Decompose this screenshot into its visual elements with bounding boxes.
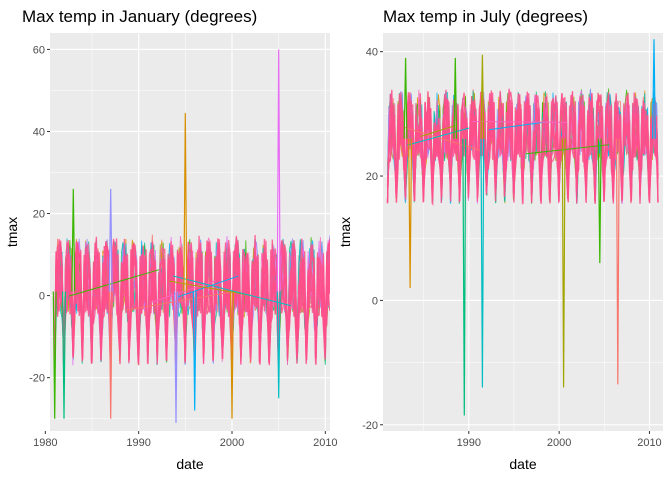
january-series-lines (52, 49, 330, 423)
y-tick-label: 60 (33, 44, 45, 56)
spike-line (71, 188, 76, 292)
y-tick-label: 40 (33, 126, 45, 138)
connector-line (125, 290, 240, 311)
y-tick-label: 20 (366, 171, 378, 183)
x-tick-label: 1990 (457, 437, 481, 449)
series-line (54, 238, 330, 365)
july-plot-background (383, 33, 663, 431)
january-y-axis-label: tmax (4, 217, 20, 247)
spike-line (408, 138, 413, 289)
connector-line (488, 121, 546, 131)
spike-line (597, 138, 602, 264)
spike-line (62, 291, 66, 419)
july-series-lines (386, 39, 659, 416)
connector-line (404, 127, 482, 152)
january-y-ticks: -20 0 20 40 60 (29, 44, 50, 385)
x-tick-label: 1980 (33, 437, 57, 449)
spike-line (480, 54, 485, 139)
july-x-ticks: 1990 2000 2010 (457, 431, 662, 449)
spike-line (652, 39, 656, 139)
spike-line (615, 138, 620, 385)
spike-line (174, 291, 178, 423)
january-x-axis-label: date (176, 456, 203, 472)
x-tick-label: 2000 (547, 437, 571, 449)
july-x-axis-label: date (509, 456, 536, 472)
spike-line (453, 57, 458, 139)
y-tick-label: 0 (39, 291, 45, 303)
spike-line (561, 138, 566, 388)
x-tick-label: 2010 (637, 437, 661, 449)
x-tick-label: 1990 (126, 437, 150, 449)
spike-line (52, 291, 57, 419)
spike-line (230, 291, 234, 419)
y-tick-label: -20 (362, 420, 378, 432)
january-panel: Max temp in January (degrees) -20 0 20 40 60… (4, 7, 338, 472)
july-y-ticks: -20 0 20 40 (362, 47, 383, 432)
y-tick-label: -20 (29, 373, 45, 385)
spike-line (183, 112, 188, 292)
connector-line (526, 144, 610, 155)
x-tick-label: 2010 (313, 437, 337, 449)
spike-line (108, 188, 113, 292)
y-tick-label: 20 (33, 209, 45, 221)
connector-line (406, 127, 470, 146)
july-y-axis-label: tmax (337, 217, 353, 247)
spike-line (276, 49, 281, 292)
series-line (386, 89, 659, 204)
connector-line (471, 121, 568, 123)
connector-line (178, 275, 239, 298)
x-tick-label: 2000 (220, 437, 244, 449)
spike-line (480, 138, 485, 388)
january-plot-background (50, 33, 330, 431)
connector-line (68, 269, 160, 297)
july-panel: Max temp in July (degrees) -20 0 20 40 1990… (337, 7, 663, 472)
spike-line (462, 138, 467, 416)
connector-line (169, 280, 252, 296)
connector-line (420, 124, 458, 137)
july-title: Max temp in July (degrees) (383, 7, 588, 26)
spike-line (403, 57, 408, 139)
y-tick-label: 0 (372, 295, 378, 307)
spike-line (192, 291, 197, 411)
january-x-ticks: 1980 1990 2000 2010 (33, 431, 338, 449)
january-title: Max temp in January (degrees) (22, 7, 257, 26)
y-tick-label: 40 (366, 47, 378, 59)
spike-line (108, 291, 113, 419)
connector-line (172, 275, 291, 307)
spike-line (276, 291, 281, 399)
